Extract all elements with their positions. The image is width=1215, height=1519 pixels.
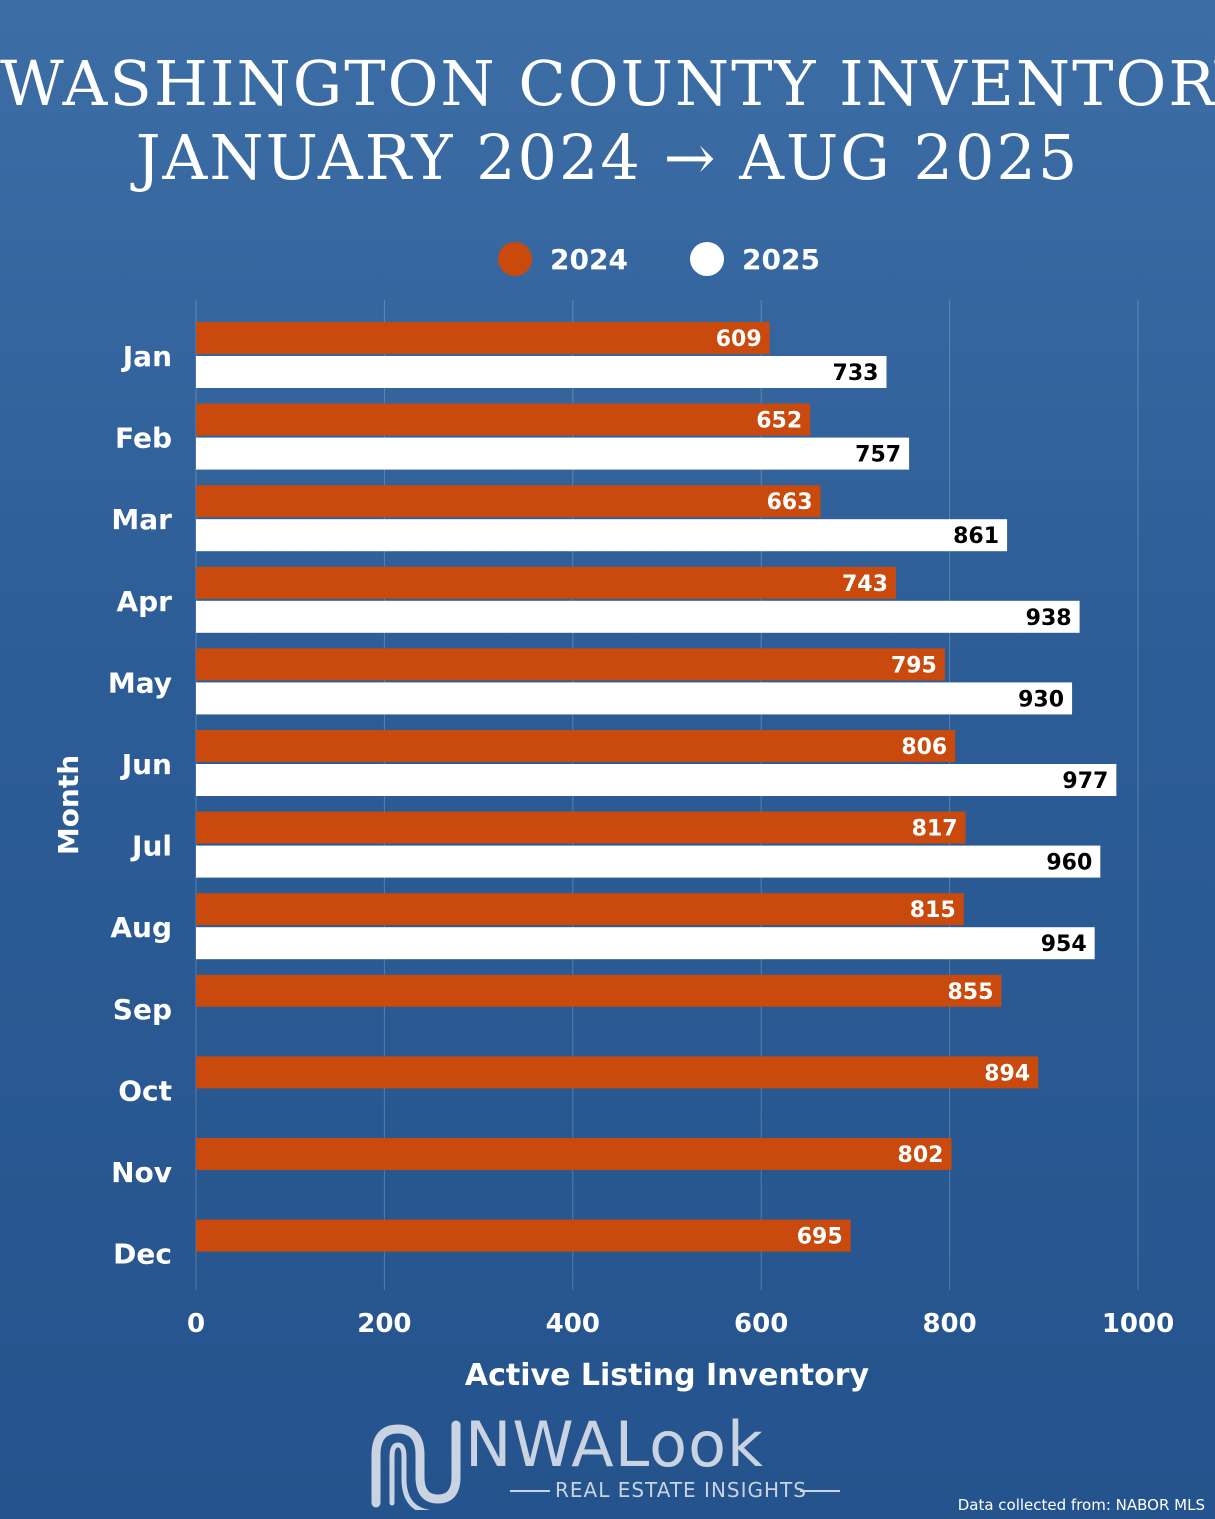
bar-2024-oct bbox=[196, 1056, 1039, 1089]
x-tick-label-800: 800 bbox=[922, 1309, 976, 1339]
data-label-2024-nov: 802 bbox=[898, 1143, 944, 1168]
bar-2025-jun bbox=[196, 764, 1117, 796]
legend-item-2025: 2025 bbox=[690, 240, 820, 278]
data-label-2025-jul: 960 bbox=[1046, 851, 1092, 876]
category-label-jul: Jul bbox=[130, 830, 172, 863]
data-label-2024-feb: 652 bbox=[756, 409, 802, 434]
data-label-2025-aug: 954 bbox=[1041, 932, 1087, 957]
data-label-2024-dec: 695 bbox=[797, 1225, 843, 1250]
x-tick-label-400: 400 bbox=[546, 1309, 600, 1339]
category-label-aug: Aug bbox=[110, 911, 172, 944]
data-label-2024-may: 795 bbox=[891, 653, 937, 678]
category-label-sep: Sep bbox=[113, 993, 172, 1026]
x-tick-label-600: 600 bbox=[734, 1309, 788, 1339]
data-label-2025-mar: 861 bbox=[953, 524, 999, 549]
chart-title-line-2: JANUARY 2024 → AUG 2025 bbox=[135, 121, 1080, 194]
category-label-oct: Oct bbox=[118, 1074, 172, 1107]
category-label-feb: Feb bbox=[115, 422, 172, 455]
data-label-2025-feb: 757 bbox=[855, 443, 901, 468]
data-label-2025-apr: 938 bbox=[1026, 606, 1072, 631]
data-label-2025-jan: 733 bbox=[833, 361, 879, 386]
bar-2024-dec bbox=[196, 1219, 851, 1252]
bar-2025-may bbox=[196, 682, 1073, 715]
category-label-nov: Nov bbox=[111, 1156, 172, 1189]
data-label-2024-jul: 817 bbox=[912, 817, 958, 842]
chart-title-line-1: WASHINGTON COUNTY INVENTORY bbox=[0, 47, 1215, 120]
y-axis-label: Month bbox=[52, 755, 85, 855]
x-tick-label-0: 0 bbox=[187, 1309, 205, 1339]
data-label-2025-may: 930 bbox=[1018, 687, 1064, 712]
bar-2025-jan bbox=[196, 356, 887, 388]
category-label-jun: Jun bbox=[120, 748, 172, 781]
bar-2024-may bbox=[196, 648, 945, 681]
x-tick-label-1000: 1000 bbox=[1102, 1309, 1174, 1339]
bar-2025-apr bbox=[196, 600, 1080, 633]
nwalook-logo-icon bbox=[371, 1420, 461, 1510]
legend-label-2025: 2025 bbox=[742, 242, 820, 276]
bar-2024-aug bbox=[196, 893, 964, 926]
bar-2024-feb bbox=[196, 403, 811, 436]
bar-2024-jun bbox=[196, 730, 956, 762]
data-label-2024-sep: 855 bbox=[947, 980, 993, 1005]
logo-tagline: REAL ESTATE INSIGHTS bbox=[555, 1478, 807, 1502]
bar-2024-nov bbox=[196, 1138, 952, 1170]
category-label-apr: Apr bbox=[116, 585, 172, 618]
x-axis-label: Active Listing Inventory bbox=[465, 1358, 870, 1393]
category-label-dec: Dec bbox=[113, 1238, 172, 1271]
bar-2024-sep bbox=[196, 974, 1002, 1007]
legend-item-2024: 2024 bbox=[498, 240, 628, 278]
bar-2024-jul bbox=[196, 811, 966, 844]
data-label-2024-mar: 663 bbox=[767, 490, 813, 515]
bar-2024-jan bbox=[196, 322, 770, 354]
data-label-2024-jan: 609 bbox=[716, 327, 762, 352]
category-label-may: May bbox=[108, 666, 172, 699]
legend-label-2024: 2024 bbox=[550, 242, 628, 276]
category-label-jan: Jan bbox=[121, 340, 172, 373]
data-label-2024-oct: 894 bbox=[984, 1061, 1030, 1086]
x-tick-label-200: 200 bbox=[357, 1309, 411, 1339]
bar-2025-feb bbox=[196, 437, 910, 470]
bar-2025-jul bbox=[196, 845, 1101, 878]
bar-2024-apr bbox=[196, 566, 896, 599]
data-label-2024-jun: 806 bbox=[901, 735, 947, 760]
logo-dash-left bbox=[510, 1490, 550, 1492]
data-label-2024-aug: 815 bbox=[910, 898, 956, 923]
data-source-note: Data collected from: NABOR MLS bbox=[957, 1496, 1205, 1514]
logo-name: NWALook bbox=[465, 1408, 764, 1481]
data-label-2025-jun: 977 bbox=[1062, 769, 1108, 794]
bar-2025-mar bbox=[196, 519, 1008, 552]
logo-dash-right bbox=[800, 1490, 840, 1492]
legend-swatch-2024 bbox=[498, 242, 532, 276]
category-label-mar: Mar bbox=[111, 503, 172, 536]
bar-2025-aug bbox=[196, 927, 1095, 960]
bar-2024-mar bbox=[196, 485, 821, 518]
data-label-2024-apr: 743 bbox=[842, 572, 888, 597]
legend-swatch-2025 bbox=[690, 242, 724, 276]
